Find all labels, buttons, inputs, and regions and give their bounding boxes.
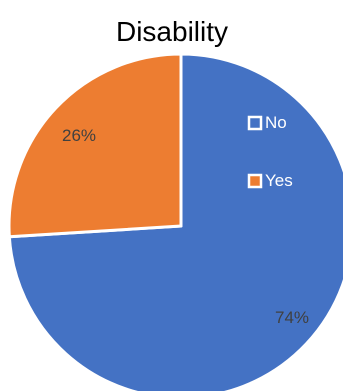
legend-swatch-yes: [247, 173, 263, 189]
data-label-no: 74%: [275, 308, 309, 327]
data-labels: 74% 26%: [62, 126, 309, 327]
legend-label-no: No: [265, 113, 287, 132]
chart-title: Disability: [116, 16, 228, 47]
legend: No Yes: [247, 113, 293, 190]
pie-slice-no: [7, 52, 343, 391]
pie-slices: [7, 52, 343, 391]
data-label-yes: 26%: [62, 126, 96, 145]
legend-swatch-no: [247, 115, 263, 131]
pie-slice-yes: [7, 52, 183, 239]
legend-label-yes: Yes: [265, 171, 293, 190]
